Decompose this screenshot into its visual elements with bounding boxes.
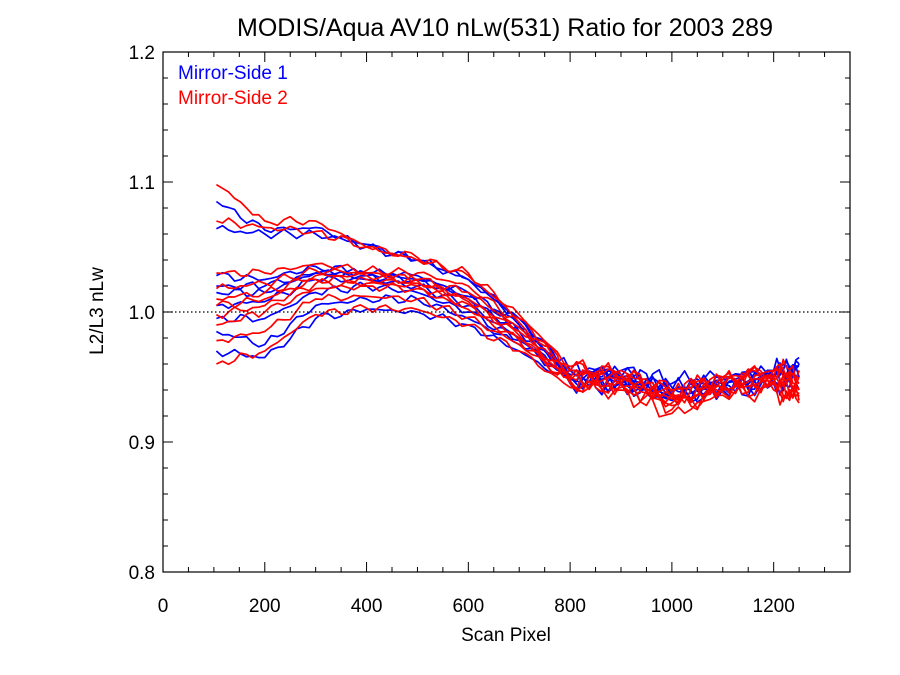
y-tick-label-1.2: 1.2 <box>129 43 155 64</box>
series-line-18 <box>216 272 800 404</box>
y-tick-label-1.1: 1.1 <box>129 173 155 194</box>
series-line-12 <box>216 262 800 401</box>
series-line-17 <box>216 304 800 418</box>
series-line-6 <box>216 281 800 399</box>
y-tick-label-0.8: 0.8 <box>129 563 155 584</box>
series-line-10 <box>215 183 800 404</box>
legend-item-mirror-side-2: Mirror-Side 2 <box>178 88 288 109</box>
x-axis-label: Scan Pixel <box>461 625 551 646</box>
series-line-11 <box>216 217 800 393</box>
series-layer <box>215 183 800 418</box>
series-line-16 <box>216 293 800 410</box>
x-tick-label-1200: 1200 <box>753 596 795 617</box>
legend: Mirror-Side 1 Mirror-Side 2 <box>178 63 288 109</box>
y-axis-label: L2/L3 nLw <box>87 267 108 355</box>
y-tick-label-0.9: 0.9 <box>129 433 155 454</box>
x-tick-label-800: 800 <box>554 596 586 617</box>
legend-item-mirror-side-1: Mirror-Side 1 <box>178 63 288 84</box>
series-line-15 <box>216 281 800 414</box>
tick-layer: 0 200 400 600 800 1000 1200 0.8 0.9 1.0 1.1 1.2 <box>129 43 850 617</box>
x-tick-label-200: 200 <box>249 596 281 617</box>
x-tick-label-1000: 1000 <box>651 596 693 617</box>
y-tick-label-1: 1.0 <box>129 303 155 324</box>
x-tick-label-400: 400 <box>351 596 383 617</box>
x-tick-label-0: 0 <box>158 596 169 617</box>
chart-title: MODIS/Aqua AV10 nLw(531) Ratio for 2003 … <box>237 14 773 42</box>
x-tick-label-600: 600 <box>452 596 484 617</box>
series-line-19 <box>215 278 800 401</box>
